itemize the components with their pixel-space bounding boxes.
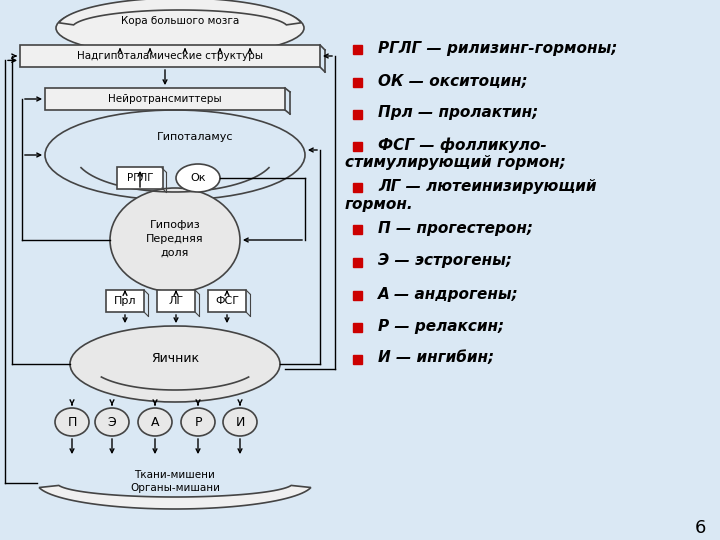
Text: доля: доля	[161, 248, 189, 258]
FancyBboxPatch shape	[45, 88, 285, 110]
Text: Прл — пролактин;: Прл — пролактин;	[378, 105, 539, 120]
Text: Гипофиз: Гипофиз	[150, 220, 200, 230]
Text: ЛГ: ЛГ	[168, 296, 184, 306]
FancyBboxPatch shape	[20, 45, 320, 67]
FancyBboxPatch shape	[117, 167, 163, 189]
Text: ОК — окситоцин;: ОК — окситоцин;	[378, 73, 528, 89]
Text: И: И	[235, 415, 245, 429]
Text: А: А	[150, 415, 159, 429]
Text: А — андрогены;: А — андрогены;	[378, 287, 518, 301]
Text: Гипоталамус: Гипоталамус	[157, 132, 233, 142]
FancyBboxPatch shape	[208, 290, 246, 312]
FancyBboxPatch shape	[353, 45, 362, 54]
Text: 6: 6	[694, 519, 706, 537]
Text: Р: Р	[194, 415, 202, 429]
Ellipse shape	[181, 408, 215, 436]
Text: стимулирующий гормон;: стимулирующий гормон;	[345, 156, 566, 171]
Text: Кора большого мозга: Кора большого мозга	[121, 16, 239, 26]
Ellipse shape	[176, 164, 220, 192]
Ellipse shape	[70, 326, 280, 402]
Text: Яичник: Яичник	[151, 353, 199, 366]
FancyBboxPatch shape	[353, 183, 362, 192]
FancyBboxPatch shape	[353, 142, 362, 151]
Text: Нейротрансмиттеры: Нейротрансмиттеры	[108, 94, 222, 104]
PathPatch shape	[59, 0, 301, 25]
FancyBboxPatch shape	[353, 323, 362, 332]
Text: Ткани-мишени: Ткани-мишени	[135, 470, 215, 480]
Text: Органы-мишани: Органы-мишани	[130, 483, 220, 493]
Ellipse shape	[55, 408, 89, 436]
Text: Ок: Ок	[190, 173, 206, 183]
Text: ФСГ — фолликуло-: ФСГ — фолликуло-	[378, 137, 546, 153]
Text: П — прогестерон;: П — прогестерон;	[378, 220, 533, 235]
Text: Р — релаксин;: Р — релаксин;	[378, 319, 504, 334]
Text: Надгипоталамические структуры: Надгипоталамические структуры	[77, 51, 263, 61]
FancyBboxPatch shape	[106, 290, 144, 312]
Text: РГЛГ: РГЛГ	[127, 173, 153, 183]
Ellipse shape	[95, 408, 129, 436]
Ellipse shape	[56, 0, 304, 56]
FancyBboxPatch shape	[353, 225, 362, 234]
FancyBboxPatch shape	[353, 78, 362, 87]
Text: Э: Э	[107, 415, 117, 429]
Text: И — ингибин;: И — ингибин;	[378, 350, 494, 366]
FancyBboxPatch shape	[353, 110, 362, 119]
FancyBboxPatch shape	[353, 258, 362, 267]
FancyBboxPatch shape	[157, 290, 195, 312]
FancyBboxPatch shape	[353, 291, 362, 300]
Text: РГЛГ — рилизинг-гормоны;: РГЛГ — рилизинг-гормоны;	[378, 40, 617, 56]
Text: Э — эстрогены;: Э — эстрогены;	[378, 253, 512, 268]
Ellipse shape	[223, 408, 257, 436]
FancyBboxPatch shape	[353, 355, 362, 364]
Text: Прл: Прл	[114, 296, 136, 306]
Ellipse shape	[138, 408, 172, 436]
Text: Передняя: Передняя	[146, 234, 204, 244]
Text: гормон.: гормон.	[345, 197, 413, 212]
Text: ФСГ: ФСГ	[215, 296, 239, 306]
Text: ЛГ — лютеинизирующий: ЛГ — лютеинизирующий	[378, 179, 596, 193]
Text: П: П	[67, 415, 77, 429]
PathPatch shape	[39, 485, 311, 509]
Ellipse shape	[110, 188, 240, 292]
